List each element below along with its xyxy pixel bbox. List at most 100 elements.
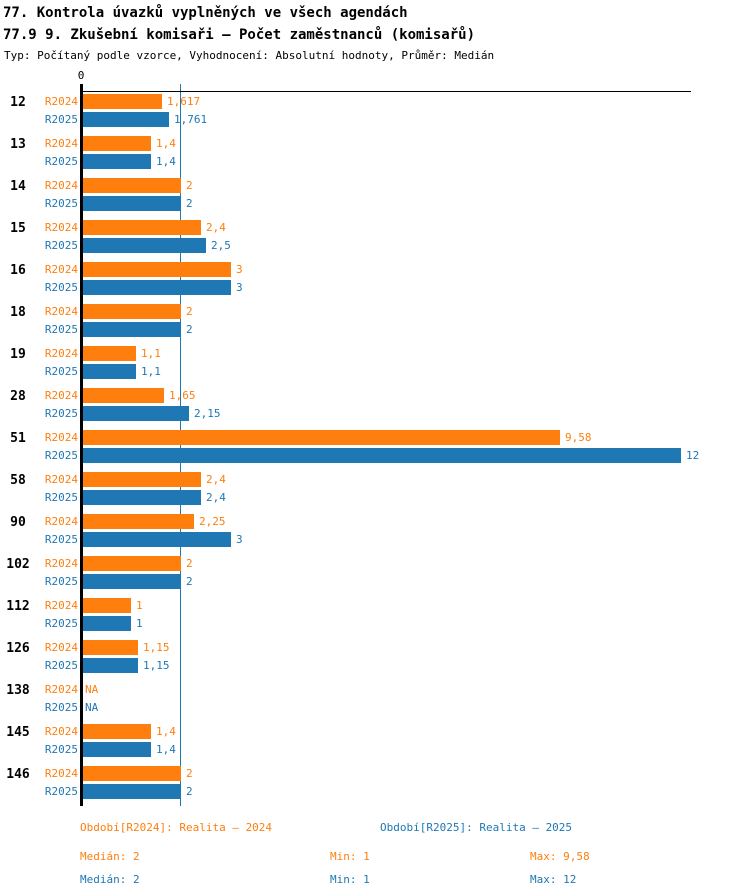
category-label: 14 — [10, 179, 26, 194]
value-label-r2024: 2 — [186, 767, 193, 780]
bar-r2025 — [81, 448, 681, 463]
value-label-r2025: 2 — [186, 575, 193, 588]
value-label-r2024: 2,4 — [206, 473, 226, 486]
bar-r2025 — [81, 574, 181, 589]
bar-r2025 — [81, 406, 189, 421]
bar-r2025 — [81, 616, 131, 631]
value-label-r2024: 2 — [186, 179, 193, 192]
bar-r2024 — [81, 766, 181, 781]
stat-min-r2025: Min: 1 — [330, 873, 370, 886]
series-label-r2025: R2025 — [44, 575, 78, 588]
series-label-r2025: R2025 — [44, 491, 78, 504]
value-label-r2024: 3 — [236, 263, 243, 276]
category-label: 51 — [10, 431, 26, 446]
series-label-r2024: R2024 — [44, 263, 78, 276]
value-label-r2025: 2 — [186, 323, 193, 336]
value-label-r2024: 1 — [136, 599, 143, 612]
value-label-r2025: 1 — [136, 617, 143, 630]
series-label-r2025: R2025 — [44, 407, 78, 420]
category-label: 58 — [10, 473, 26, 488]
series-label-r2024: R2024 — [44, 557, 78, 570]
bar-r2025 — [81, 364, 136, 379]
bar-r2024 — [81, 430, 560, 445]
legend-r2024: Období[R2024]: Realita – 2024 — [80, 821, 273, 834]
category-label: 90 — [10, 515, 26, 530]
category-label: 12 — [10, 95, 26, 110]
bar-r2024 — [81, 304, 181, 319]
bar-r2024 — [81, 178, 181, 193]
series-label-r2024: R2024 — [44, 473, 78, 486]
bar-r2024 — [81, 514, 194, 529]
bar-r2025 — [81, 154, 151, 169]
bar-r2024 — [81, 472, 201, 487]
series-label-r2024: R2024 — [44, 179, 78, 192]
value-label-r2025: 3 — [236, 533, 243, 546]
chart-title: 77.9 9. Zkušební komisaři – Počet zaměst… — [3, 27, 476, 43]
bar-r2024 — [81, 598, 131, 613]
category-label: 16 — [10, 263, 26, 278]
bar-r2024 — [81, 556, 181, 571]
stat-median-r2024: Medián: 2 — [80, 850, 140, 863]
category-label: 18 — [10, 305, 26, 320]
series-label-r2025: R2025 — [44, 785, 78, 798]
bar-r2024 — [81, 262, 231, 277]
value-label-r2025: 2,15 — [194, 407, 221, 420]
bar-r2025 — [81, 280, 231, 295]
value-label-r2025: 1,15 — [143, 659, 170, 672]
bar-r2025 — [81, 238, 206, 253]
stat-max-r2024: Max: 9,58 — [530, 850, 590, 863]
value-label-r2025: NA — [85, 701, 99, 714]
value-label-r2024: 1,65 — [169, 389, 196, 402]
bar-r2024 — [81, 724, 151, 739]
bar-r2024 — [81, 640, 138, 655]
stat-min-r2024: Min: 1 — [330, 850, 370, 863]
y-axis-line — [80, 84, 83, 806]
value-label-r2025: 2 — [186, 785, 193, 798]
bar-r2024 — [81, 346, 136, 361]
bar-r2025 — [81, 322, 181, 337]
series-label-r2024: R2024 — [44, 515, 78, 528]
series-label-r2025: R2025 — [44, 113, 78, 126]
value-label-r2024: 1,1 — [141, 347, 161, 360]
series-label-r2025: R2025 — [44, 617, 78, 630]
series-label-r2025: R2025 — [44, 239, 78, 252]
value-label-r2025: 1,4 — [156, 743, 176, 756]
category-label: 15 — [10, 221, 26, 236]
category-label: 146 — [6, 767, 30, 782]
series-label-r2025: R2025 — [44, 701, 78, 714]
category-label: 145 — [6, 725, 30, 740]
bar-r2025 — [81, 658, 138, 673]
value-label-r2024: 1,617 — [167, 95, 201, 108]
value-label-r2024: 2 — [186, 557, 193, 570]
series-label-r2024: R2024 — [44, 641, 78, 654]
series-label-r2024: R2024 — [44, 347, 78, 360]
category-label: 13 — [10, 137, 26, 152]
category-label: 102 — [6, 557, 30, 572]
value-label-r2024: 1,4 — [156, 137, 176, 150]
value-label-r2024: 1,4 — [156, 725, 176, 738]
bar-r2025 — [81, 784, 181, 799]
series-label-r2025: R2025 — [44, 533, 78, 546]
bar-r2024 — [81, 388, 164, 403]
series-label-r2025: R2025 — [44, 197, 78, 210]
value-label-r2024: NA — [85, 683, 99, 696]
chart-meta: Typ: Počítaný podle vzorce, Vyhodnocení:… — [4, 49, 495, 62]
value-label-r2025: 2 — [186, 197, 193, 210]
series-label-r2024: R2024 — [44, 221, 78, 234]
value-label-r2024: 2 — [186, 305, 193, 318]
value-label-r2024: 9,58 — [565, 431, 592, 444]
value-label-r2025: 1,1 — [141, 365, 161, 378]
category-label: 126 — [6, 641, 30, 656]
category-label: 112 — [6, 599, 30, 614]
series-label-r2024: R2024 — [44, 431, 78, 444]
series-label-r2025: R2025 — [44, 281, 78, 294]
x-axis-zero-label: 0 — [77, 69, 85, 82]
bar-r2025 — [81, 196, 181, 211]
bar-r2025 — [81, 490, 201, 505]
value-label-r2024: 1,15 — [143, 641, 170, 654]
bar-r2024 — [81, 220, 201, 235]
value-label-r2025: 1,4 — [156, 155, 176, 168]
category-label: 28 — [10, 389, 26, 404]
series-label-r2024: R2024 — [44, 767, 78, 780]
